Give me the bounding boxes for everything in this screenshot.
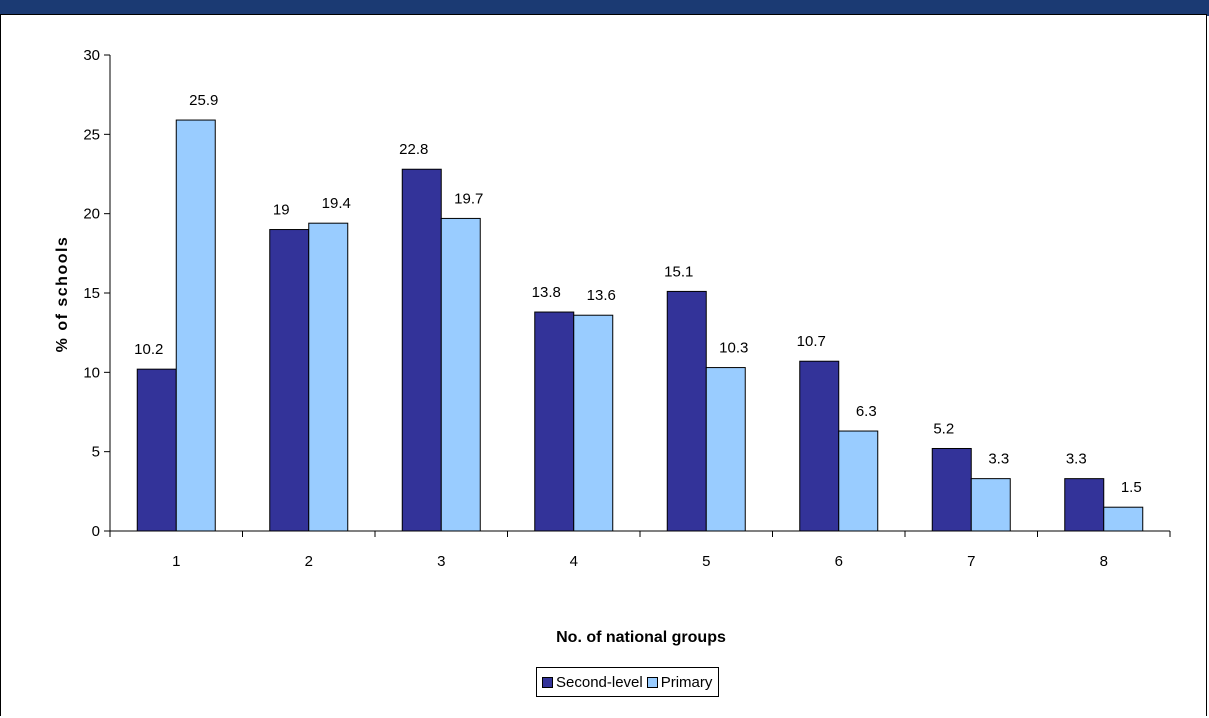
y-tick-label: 15	[83, 285, 100, 302]
x-tick-label: 5	[702, 553, 710, 570]
x-tick-label: 2	[305, 553, 313, 570]
data-label: 10.7	[797, 333, 826, 350]
data-label: 6.3	[856, 403, 877, 420]
data-label: 19.7	[454, 190, 483, 207]
data-label: 19	[273, 202, 290, 219]
y-tick-label: 20	[83, 206, 100, 223]
legend-item-second-level: Second-level	[542, 674, 643, 691]
legend-swatch-primary	[646, 676, 658, 688]
x-tick-label: 6	[835, 553, 843, 570]
bar-second-level	[1064, 478, 1105, 532]
data-label: 10.3	[719, 340, 748, 357]
y-tick-label: 30	[83, 47, 100, 64]
data-label: 10.2	[134, 341, 163, 358]
bars	[136, 119, 1144, 532]
x-tick-label: 4	[570, 553, 578, 570]
data-label: 13.8	[532, 284, 561, 301]
legend-label-primary: Primary	[660, 673, 713, 691]
bar-primary	[1103, 506, 1144, 532]
bar-primary	[440, 217, 481, 532]
y-axis: 0 5 10 15 20 25 30	[83, 47, 111, 540]
data-label: 1.5	[1121, 479, 1142, 496]
bar-second-level	[931, 447, 972, 532]
x-axis: 1 2 3 4 5 6 7 8	[109, 530, 1171, 570]
data-label: 13.6	[587, 287, 616, 304]
bar-second-level	[534, 311, 575, 532]
data-labels: 10.2 19 22.8 13.8 15.1 10.7 5.2 3.3 25.9 19.4 19.7…	[134, 92, 1142, 496]
bar-primary	[970, 478, 1011, 532]
legend-swatch-second-level	[542, 676, 553, 688]
data-label: 22.8	[399, 141, 428, 158]
bar-second-level	[136, 368, 177, 532]
bar-second-level	[269, 229, 310, 532]
bar-second-level	[666, 290, 707, 532]
data-label: 5.2	[933, 420, 954, 437]
y-tick-label: 25	[83, 126, 100, 143]
bar-primary	[705, 367, 746, 532]
y-tick-label: 5	[92, 444, 100, 461]
legend-label-second-level: Second-level	[556, 673, 643, 691]
y-axis-title: % of schools	[54, 236, 71, 353]
x-tick-label: 7	[967, 553, 975, 570]
data-label: 19.4	[322, 195, 351, 212]
y-tick-label: 0	[92, 523, 100, 540]
data-label: 3.3	[1066, 451, 1087, 468]
data-label: 15.1	[664, 263, 693, 280]
bar-second-level	[799, 360, 840, 532]
x-tick-label: 3	[437, 553, 445, 570]
bar-primary	[573, 314, 614, 532]
legend: Second-level Primary	[536, 667, 720, 697]
x-axis-title: No. of national groups	[556, 629, 726, 646]
bar-primary	[838, 430, 879, 532]
y-tick-label: 10	[83, 364, 100, 381]
bar-primary	[175, 119, 216, 532]
legend-item-primary: Primary	[646, 673, 713, 691]
x-tick-label: 1	[172, 553, 180, 570]
bar-primary	[308, 222, 349, 532]
header-band	[0, 0, 1209, 16]
data-label: 25.9	[189, 92, 218, 109]
bar-second-level	[401, 168, 442, 532]
x-tick-label: 8	[1100, 553, 1108, 570]
data-label: 3.3	[988, 451, 1009, 468]
